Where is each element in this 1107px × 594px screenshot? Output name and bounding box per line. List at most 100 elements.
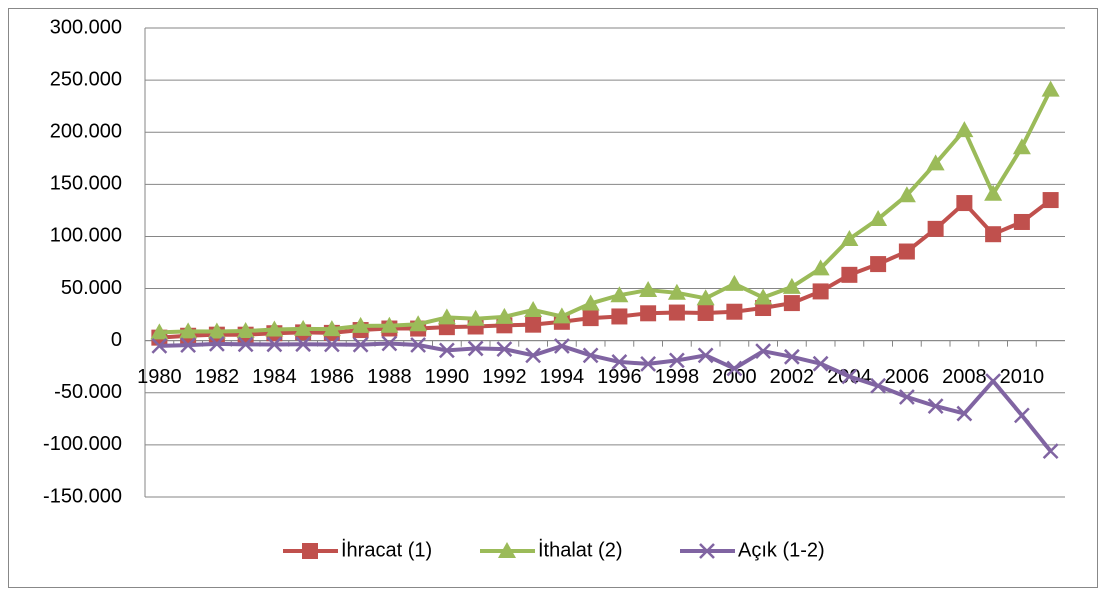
- marker: [352, 336, 369, 353]
- marker: [207, 322, 226, 339]
- marker: [783, 295, 800, 312]
- marker: [755, 343, 772, 360]
- y-tick-label: -150.000: [43, 485, 122, 507]
- marker: [726, 360, 743, 377]
- marker: [841, 266, 858, 283]
- marker: [1041, 80, 1060, 97]
- marker: [639, 281, 658, 298]
- marker: [552, 307, 571, 324]
- marker: [667, 283, 686, 300]
- marker: [295, 336, 312, 353]
- marker: [841, 368, 858, 385]
- x-tick-label: 1992: [482, 366, 527, 388]
- marker: [897, 186, 916, 203]
- marker: [726, 303, 743, 320]
- marker: [898, 389, 915, 405]
- marker: [725, 274, 744, 291]
- y-tick-label: 200.000: [50, 121, 122, 143]
- marker: [466, 309, 485, 326]
- y-tick-label: 150.000: [50, 173, 122, 195]
- x-tick-label: 1990: [425, 366, 470, 388]
- marker: [811, 259, 830, 276]
- marker: [438, 342, 455, 359]
- x-tick-label: 1988: [367, 366, 412, 388]
- legend-marker: [302, 543, 318, 559]
- marker: [495, 307, 514, 324]
- marker: [208, 336, 225, 352]
- marker: [1042, 443, 1059, 459]
- marker: [496, 341, 513, 358]
- y-tick-label: -50.000: [54, 381, 122, 403]
- legend-marker: [498, 542, 516, 558]
- marker: [640, 305, 657, 322]
- marker: [581, 294, 600, 311]
- x-tick-label: 1994: [540, 366, 585, 388]
- y-tick-label: -100.000: [43, 433, 122, 455]
- marker: [927, 398, 944, 414]
- marker: [754, 288, 773, 305]
- marker: [150, 323, 169, 340]
- marker: [151, 337, 168, 354]
- marker: [180, 337, 197, 353]
- x-tick-label: 2010: [1000, 366, 1045, 388]
- marker: [812, 355, 829, 372]
- legend-item: İthalat (2): [480, 538, 622, 561]
- y-tick-label: 50.000: [61, 277, 122, 299]
- marker: [236, 322, 255, 339]
- y-tick-label: 100.000: [50, 225, 122, 247]
- marker: [1013, 407, 1030, 424]
- x-tick-label: 1996: [597, 366, 642, 388]
- marker: [668, 352, 685, 369]
- marker: [956, 405, 973, 422]
- marker: [812, 283, 829, 300]
- marker: [783, 348, 800, 365]
- marker: [410, 337, 427, 353]
- marker: [985, 373, 1002, 389]
- marker: [870, 377, 887, 394]
- legend-marker: [699, 543, 715, 559]
- marker: [1042, 192, 1059, 209]
- marker: [696, 289, 715, 306]
- marker: [437, 308, 456, 325]
- marker: [611, 308, 628, 325]
- marker: [985, 226, 1002, 243]
- chart-border: [8, 8, 1098, 588]
- x-tick-label: 2006: [885, 366, 930, 388]
- marker: [467, 340, 484, 357]
- marker: [351, 316, 370, 333]
- marker: [322, 320, 341, 337]
- marker: [870, 256, 887, 273]
- marker: [1013, 213, 1030, 230]
- marker: [294, 319, 313, 336]
- x-tick-label: 1986: [310, 366, 355, 388]
- legend-item: Açık (1-2): [680, 539, 825, 561]
- marker: [525, 347, 542, 364]
- marker: [955, 121, 974, 138]
- marker: [926, 154, 945, 171]
- marker: [381, 335, 398, 352]
- legend-label: İthalat (2): [538, 538, 622, 561]
- marker: [898, 243, 915, 260]
- series-line: [159, 341, 1053, 453]
- marker: [640, 356, 657, 372]
- marker: [524, 300, 543, 317]
- marker: [927, 220, 944, 237]
- marker: [869, 209, 888, 226]
- legend-item: İhracat (1): [283, 538, 432, 561]
- marker: [668, 304, 685, 321]
- marker: [697, 304, 714, 321]
- x-tick-label: 2000: [712, 366, 757, 388]
- x-tick-label: 1984: [252, 366, 297, 388]
- marker: [582, 310, 599, 327]
- marker: [956, 195, 973, 212]
- legend-label: Açık (1-2): [738, 539, 825, 561]
- marker: [179, 322, 198, 339]
- marker: [266, 336, 283, 353]
- legend-label: İhracat (1): [341, 538, 432, 561]
- y-tick-label: 250.000: [50, 68, 122, 90]
- marker: [1012, 138, 1031, 155]
- x-tick-label: 1982: [195, 366, 240, 388]
- y-tick-label: 0: [111, 329, 122, 351]
